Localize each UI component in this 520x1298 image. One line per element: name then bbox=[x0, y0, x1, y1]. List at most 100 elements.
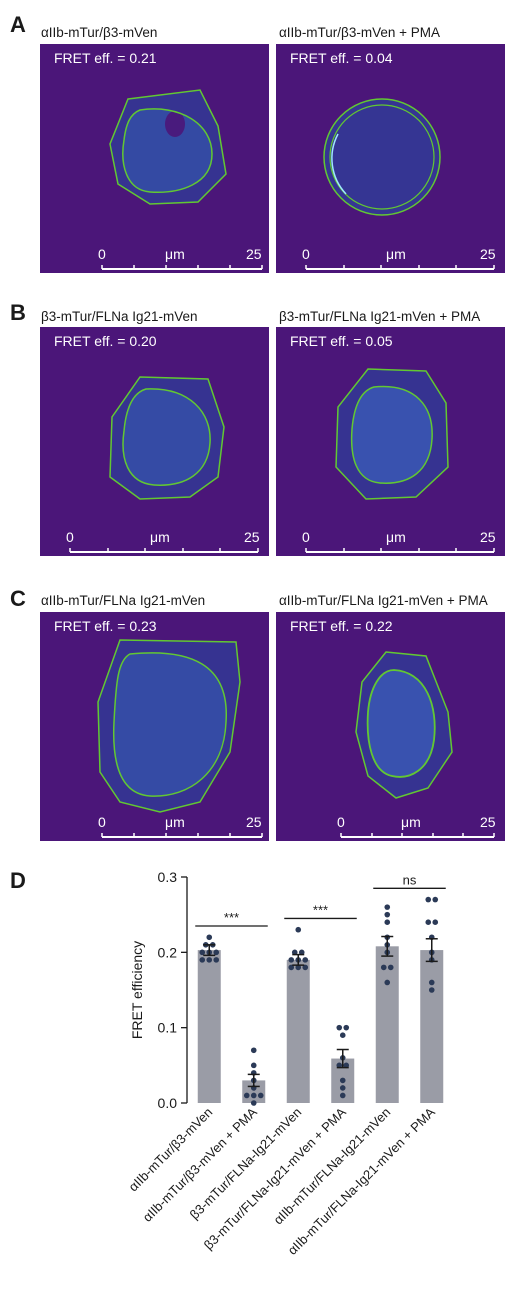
data-point bbox=[428, 987, 435, 993]
cell-outline-b-left bbox=[109, 376, 225, 500]
scale-unit-a-right: μm bbox=[386, 246, 406, 262]
data-point bbox=[250, 1100, 257, 1106]
bar bbox=[375, 946, 399, 1103]
scale-start-c-left: 0 bbox=[98, 814, 106, 830]
y-tick-label: 0.0 bbox=[158, 1095, 178, 1111]
data-point bbox=[432, 896, 439, 903]
data-point bbox=[384, 979, 391, 986]
scale-start-b-left: 0 bbox=[66, 529, 74, 545]
data-point bbox=[343, 1062, 350, 1069]
scale-end-c-right: 25 bbox=[480, 814, 496, 830]
scale-end-b-left: 25 bbox=[244, 529, 260, 545]
scale-start-a-left: 0 bbox=[98, 246, 106, 262]
micrograph-a-left: FRET eff. = 0.21 0 μm 25 bbox=[40, 44, 269, 273]
bar bbox=[420, 950, 444, 1103]
micrograph-b-left: FRET eff. = 0.20 0 μm 25 bbox=[40, 327, 269, 556]
scale-bar-c-left bbox=[101, 833, 263, 838]
data-point bbox=[288, 964, 295, 971]
fret-value-b-right: FRET eff. = 0.05 bbox=[290, 333, 393, 349]
data-point bbox=[425, 896, 432, 903]
panel-letter-a: A bbox=[10, 12, 26, 37]
data-point bbox=[250, 1047, 257, 1054]
data-point bbox=[339, 1077, 346, 1084]
data-point bbox=[339, 1032, 346, 1038]
cell-outline-a-left bbox=[109, 89, 227, 205]
data-point bbox=[295, 964, 302, 971]
data-point bbox=[384, 919, 391, 925]
scale-bar-a-left bbox=[101, 265, 263, 270]
scale-bar-a-right bbox=[305, 265, 495, 270]
fret-efficiency-chart: 0.0 0.1 0.2 0.3 FRET efficiency *** *** ns αIIb-… bbox=[126, 869, 446, 1258]
cell-outline-c-left bbox=[97, 639, 241, 813]
data-point bbox=[336, 1024, 343, 1031]
data-point bbox=[243, 1092, 250, 1099]
data-point bbox=[213, 949, 220, 956]
data-point bbox=[257, 1092, 264, 1099]
scale-end-a-left: 25 bbox=[246, 246, 262, 262]
scale-start-b-right: 0 bbox=[302, 529, 310, 545]
bar bbox=[286, 959, 310, 1103]
x-tick-label: αIIb-mTur/β3-mVen bbox=[126, 1105, 216, 1195]
scale-unit-c-right: μm bbox=[401, 814, 421, 830]
caption-b-left: β3-mTur/FLNa Ig21-mVen bbox=[41, 309, 198, 324]
data-point bbox=[336, 1062, 343, 1069]
scale-end-c-left: 25 bbox=[246, 814, 262, 830]
data-point bbox=[250, 1062, 257, 1069]
panel-letter-c: C bbox=[10, 586, 26, 611]
data-point bbox=[206, 934, 213, 941]
caption-a-left: αIIb-mTur/β3-mVen bbox=[41, 25, 158, 40]
fret-value-c-right: FRET eff. = 0.22 bbox=[290, 618, 393, 634]
scale-bar-b-right bbox=[305, 548, 495, 553]
scale-start-c-right: 0 bbox=[337, 814, 345, 830]
y-axis-label: FRET efficiency bbox=[129, 941, 145, 1039]
data-point bbox=[298, 949, 305, 956]
fret-value-b-left: FRET eff. = 0.20 bbox=[54, 333, 157, 349]
y-tick-label: 0.2 bbox=[158, 944, 178, 960]
data-point bbox=[302, 957, 309, 963]
scale-end-a-right: 25 bbox=[480, 246, 496, 262]
significance-label: *** bbox=[224, 910, 239, 925]
data-point bbox=[384, 904, 391, 910]
data-point bbox=[199, 957, 206, 963]
data-point bbox=[199, 949, 206, 956]
caption-b-right: β3-mTur/FLNa Ig21-mVen + PMA bbox=[279, 309, 481, 324]
data-point bbox=[380, 964, 387, 971]
y-tick-label: 0.3 bbox=[158, 869, 178, 885]
scale-unit-c-left: μm bbox=[165, 814, 185, 830]
micrograph-c-right: FRET eff. = 0.22 0 μm 25 bbox=[276, 612, 505, 841]
cell-outline-c-right bbox=[355, 651, 453, 799]
data-point bbox=[343, 1024, 350, 1031]
micrograph-b-right: FRET eff. = 0.05 0 μm 25 bbox=[276, 327, 505, 556]
data-point bbox=[387, 964, 394, 971]
y-tick-label: 0.1 bbox=[158, 1020, 178, 1036]
scale-unit-b-left: μm bbox=[150, 529, 170, 545]
data-point bbox=[339, 1092, 346, 1099]
data-point bbox=[295, 926, 302, 933]
bar bbox=[197, 950, 221, 1103]
cell-outline-b-right bbox=[335, 368, 449, 500]
data-point bbox=[384, 911, 391, 918]
scale-start-a-right: 0 bbox=[302, 246, 310, 262]
data-point bbox=[291, 949, 298, 956]
scale-bar-c-right bbox=[340, 833, 495, 838]
data-point bbox=[302, 964, 309, 971]
scale-unit-a-left: μm bbox=[165, 246, 185, 262]
data-point bbox=[250, 1092, 257, 1099]
micrograph-a-right: FRET eff. = 0.04 0 μm 25 bbox=[276, 44, 505, 273]
cell-outline-a-right bbox=[323, 98, 441, 216]
caption-c-left: αIIb-mTur/FLNa Ig21-mVen bbox=[41, 593, 206, 608]
micrograph-c-left: FRET eff. = 0.23 0 μm 25 bbox=[40, 612, 269, 841]
panel-letter-d: D bbox=[10, 868, 26, 893]
scale-unit-b-right: μm bbox=[386, 529, 406, 545]
significance-label: ns bbox=[403, 872, 417, 887]
data-point bbox=[206, 957, 213, 963]
data-point bbox=[288, 957, 295, 963]
data-point bbox=[428, 979, 435, 986]
scale-bar-b-left bbox=[69, 548, 259, 553]
significance-label: *** bbox=[313, 902, 328, 917]
caption-a-right: αIIb-mTur/β3-mVen + PMA bbox=[279, 25, 440, 40]
caption-c-right: αIIb-mTur/FLNa Ig21-mVen + PMA bbox=[279, 593, 488, 608]
data-point bbox=[425, 919, 432, 925]
panel-letter-b: B bbox=[10, 300, 26, 325]
data-point bbox=[432, 919, 439, 925]
